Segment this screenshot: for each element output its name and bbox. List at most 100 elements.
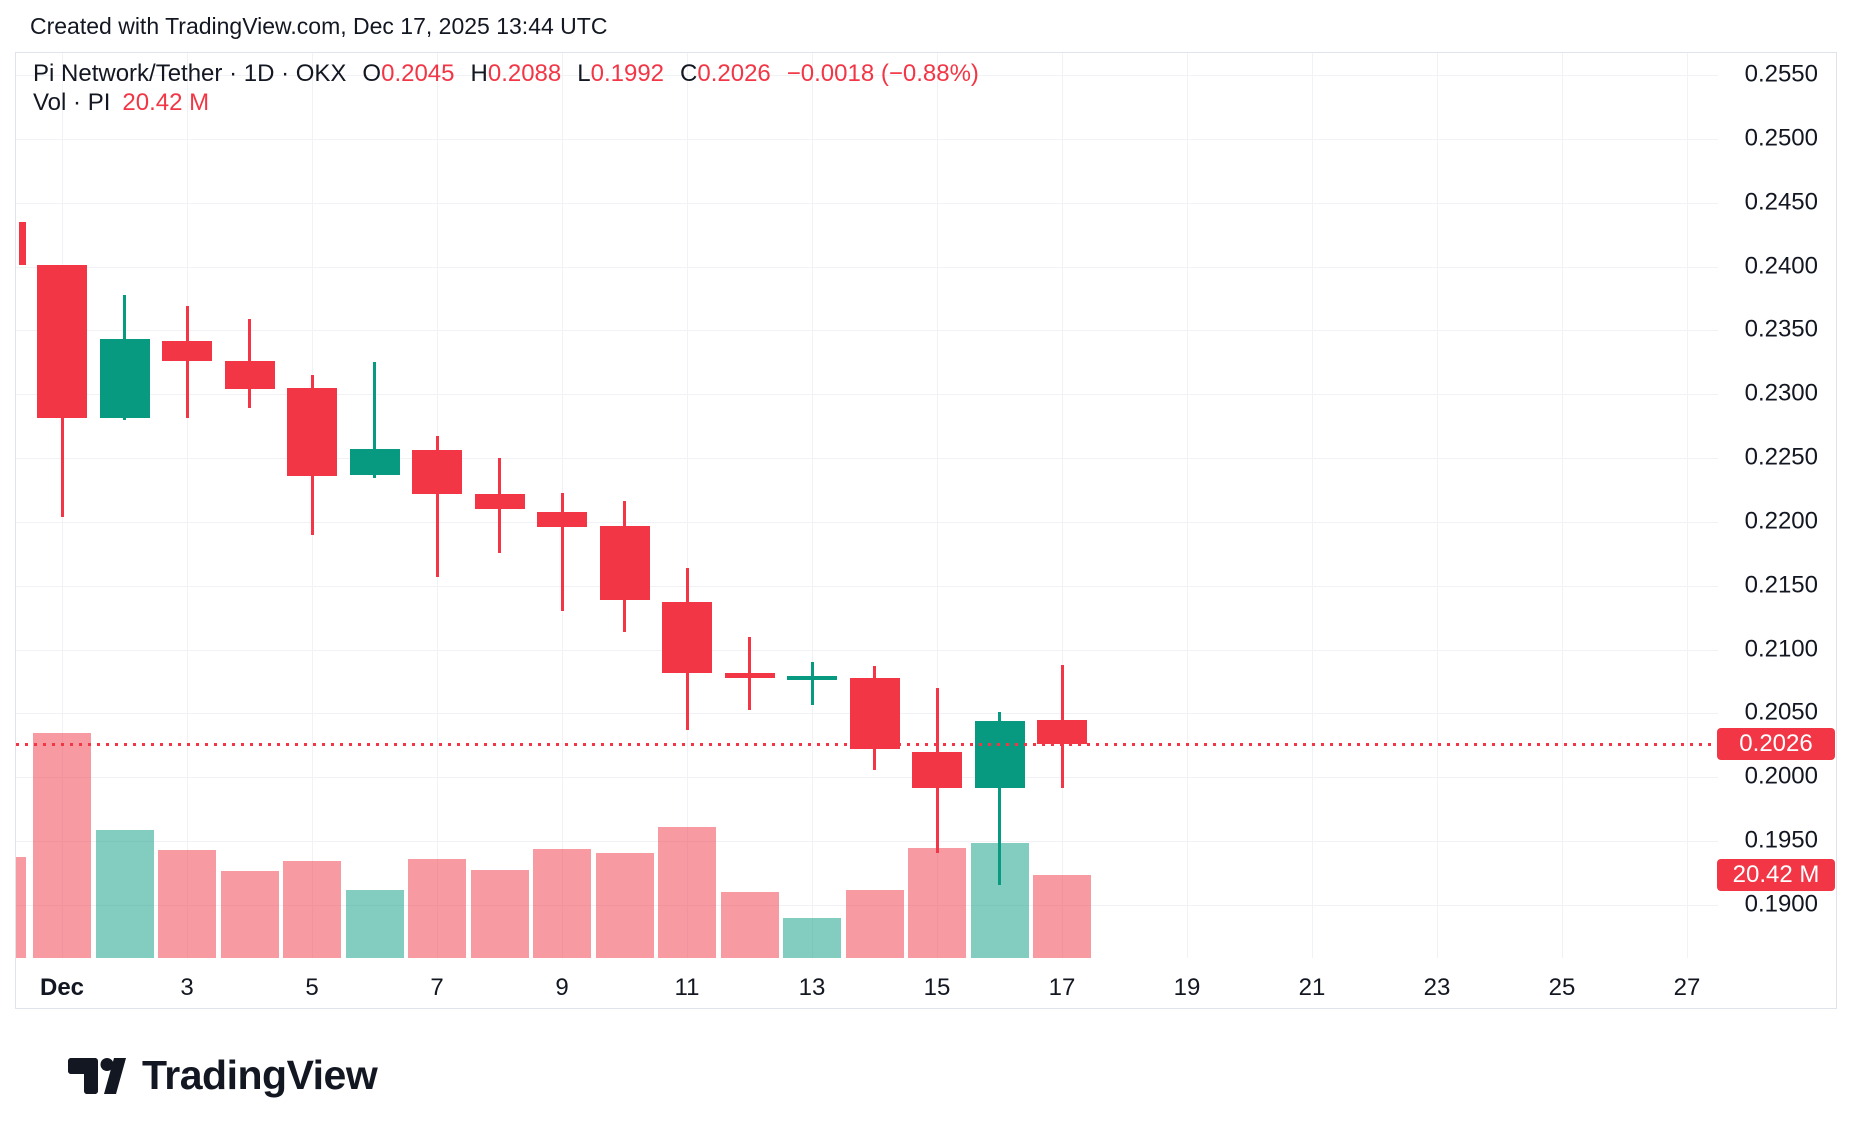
- legend-row-symbol: Pi Network/Tether · 1D · OKX O0.2045 H0.2…: [33, 59, 979, 88]
- volume-bar-dec-6[interactable]: [345, 890, 404, 958]
- candle-wick-dec-13[interactable]: [810, 662, 814, 705]
- candle-body-dec-16[interactable]: [974, 721, 1025, 788]
- candle-body-dec-5[interactable]: [287, 387, 337, 476]
- horizontal-gridline: [16, 267, 1718, 268]
- price-axis-label: 0.1950: [1744, 826, 1818, 854]
- candle-body-dec-6[interactable]: [349, 449, 400, 475]
- time-axis-label: 3: [180, 974, 194, 1001]
- horizontal-gridline: [16, 777, 1718, 778]
- volume-bar-dec-4[interactable]: [220, 871, 279, 958]
- horizontal-gridline: [16, 650, 1718, 651]
- legend-volume-label: Vol · PI: [33, 89, 111, 116]
- price-axis-label: 0.2450: [1744, 188, 1818, 216]
- candle-body-dec-7[interactable]: [412, 450, 462, 494]
- time-axis-label: 11: [674, 974, 700, 1001]
- legend-change: −0.0018 (−0.88%): [786, 60, 979, 87]
- price-axis-label: 0.2000: [1744, 762, 1818, 790]
- horizontal-gridline: [16, 586, 1718, 587]
- volume-bar-dec-15[interactable]: [908, 847, 966, 958]
- price-axis-label: 0.2400: [1744, 251, 1818, 279]
- volume-bar-dec-9[interactable]: [533, 849, 591, 958]
- time-axis-label: 13: [798, 974, 826, 1001]
- time-axis-label: 23: [1423, 974, 1451, 1001]
- last-price-badge: 0.2026: [1717, 728, 1835, 761]
- time-axis-label: 7: [430, 974, 444, 1001]
- volume-bar-dec-12[interactable]: [720, 892, 779, 958]
- time-axis-label: 25: [1548, 974, 1576, 1001]
- candle-wick-dec-7[interactable]: [435, 436, 439, 577]
- vertical-gridline: [1687, 53, 1688, 958]
- volume-bar-dec-11[interactable]: [658, 827, 716, 958]
- vertical-gridline: [1312, 53, 1313, 958]
- volume-bar-dec-13[interactable]: [783, 918, 841, 958]
- legend-ohlc-l: L0.1992: [577, 60, 665, 87]
- volume-bar-dec-8[interactable]: [470, 870, 529, 958]
- candle-wick-dec-3[interactable]: [185, 306, 189, 419]
- candle-body-prev-clipped[interactable]: [19, 221, 26, 266]
- time-axis-label: 5: [305, 974, 319, 1001]
- volume-bar-dec-2[interactable]: [95, 829, 154, 958]
- legend-row-volume: Vol · PI 20.42 M: [33, 88, 979, 117]
- candle-body-dec-4[interactable]: [224, 361, 275, 390]
- vertical-gridline: [812, 53, 813, 958]
- horizontal-gridline: [16, 203, 1718, 204]
- volume-bar-dec-0[interactable]: [16, 857, 26, 958]
- candle-body-dec-1[interactable]: [37, 265, 87, 419]
- candle-body-dec-9[interactable]: [537, 511, 587, 528]
- price-axis-label: 0.2250: [1744, 443, 1818, 471]
- candle-wick-dec-16[interactable]: [998, 712, 1001, 885]
- price-axis-label: 0.2100: [1744, 635, 1818, 663]
- horizontal-gridline: [16, 330, 1718, 331]
- vertical-gridline: [187, 53, 188, 958]
- time-axis-label: 15: [923, 974, 951, 1001]
- time-axis-label: Dec: [39, 974, 85, 1001]
- tradingview-logo-icon: [68, 1057, 126, 1094]
- candle-body-dec-14[interactable]: [849, 677, 900, 750]
- candle-wick-dec-6[interactable]: [373, 362, 376, 479]
- candle-body-dec-15[interactable]: [912, 751, 962, 788]
- volume-bar-dec-10[interactable]: [595, 853, 654, 958]
- candle-body-dec-2[interactable]: [99, 339, 150, 419]
- chart-legend: Pi Network/Tether · 1D · OKX O0.2045 H0.2…: [33, 59, 979, 117]
- volume-bar-dec-14[interactable]: [845, 890, 904, 958]
- legend-ohlc-h: H0.2088: [470, 60, 562, 87]
- candle-body-dec-12[interactable]: [724, 672, 775, 678]
- price-axis-label: 0.1900: [1744, 890, 1818, 918]
- candle-body-dec-3[interactable]: [162, 340, 212, 362]
- legend-symbol-title[interactable]: Pi Network/Tether · 1D · OKX: [33, 60, 347, 87]
- horizontal-gridline: [16, 394, 1718, 395]
- horizontal-gridline: [16, 139, 1718, 140]
- candle-wick-dec-9[interactable]: [560, 492, 564, 612]
- tradingview-logo[interactable]: TradingView: [68, 1052, 378, 1099]
- candle-body-dec-13[interactable]: [787, 676, 837, 680]
- vertical-gridline: [687, 53, 688, 958]
- attribution-text: Created with TradingView.com, Dec 17, 20…: [30, 13, 608, 39]
- vertical-gridline: [1187, 53, 1188, 958]
- candle-body-dec-8[interactable]: [474, 493, 525, 510]
- horizontal-gridline: [16, 458, 1718, 459]
- volume-bar-dec-7[interactable]: [408, 858, 466, 958]
- legend-ohlc-c: C0.2026: [680, 60, 771, 87]
- legend-volume-value: 20.42 M: [122, 89, 210, 116]
- vertical-gridline: [1437, 53, 1438, 958]
- volume-bar-dec-1[interactable]: [33, 732, 91, 958]
- volume-bar-dec-5[interactable]: [283, 860, 341, 958]
- legend-ohlc: O0.2045 H0.2088 L0.1992 C0.2026: [362, 59, 770, 88]
- candle-body-dec-17[interactable]: [1037, 719, 1087, 745]
- horizontal-gridline: [16, 841, 1718, 842]
- horizontal-gridline: [16, 75, 1718, 76]
- price-axis-label: 0.2200: [1744, 507, 1818, 535]
- legend-ohlc-o: O0.2045: [362, 60, 455, 87]
- volume-bar-dec-17[interactable]: [1033, 874, 1091, 958]
- vertical-gridline: [1062, 53, 1063, 958]
- candle-body-dec-10[interactable]: [599, 525, 650, 600]
- price-axis-label: 0.2500: [1744, 124, 1818, 152]
- volume-bar-dec-3[interactable]: [158, 849, 216, 958]
- candle-body-dec-11[interactable]: [662, 602, 712, 673]
- price-axis-label: 0.2350: [1744, 315, 1818, 343]
- price-axis-label: 0.2550: [1744, 60, 1818, 88]
- time-axis-label: 9: [555, 974, 569, 1001]
- vertical-gridline: [937, 53, 938, 958]
- price-axis-label: 0.2150: [1744, 571, 1818, 599]
